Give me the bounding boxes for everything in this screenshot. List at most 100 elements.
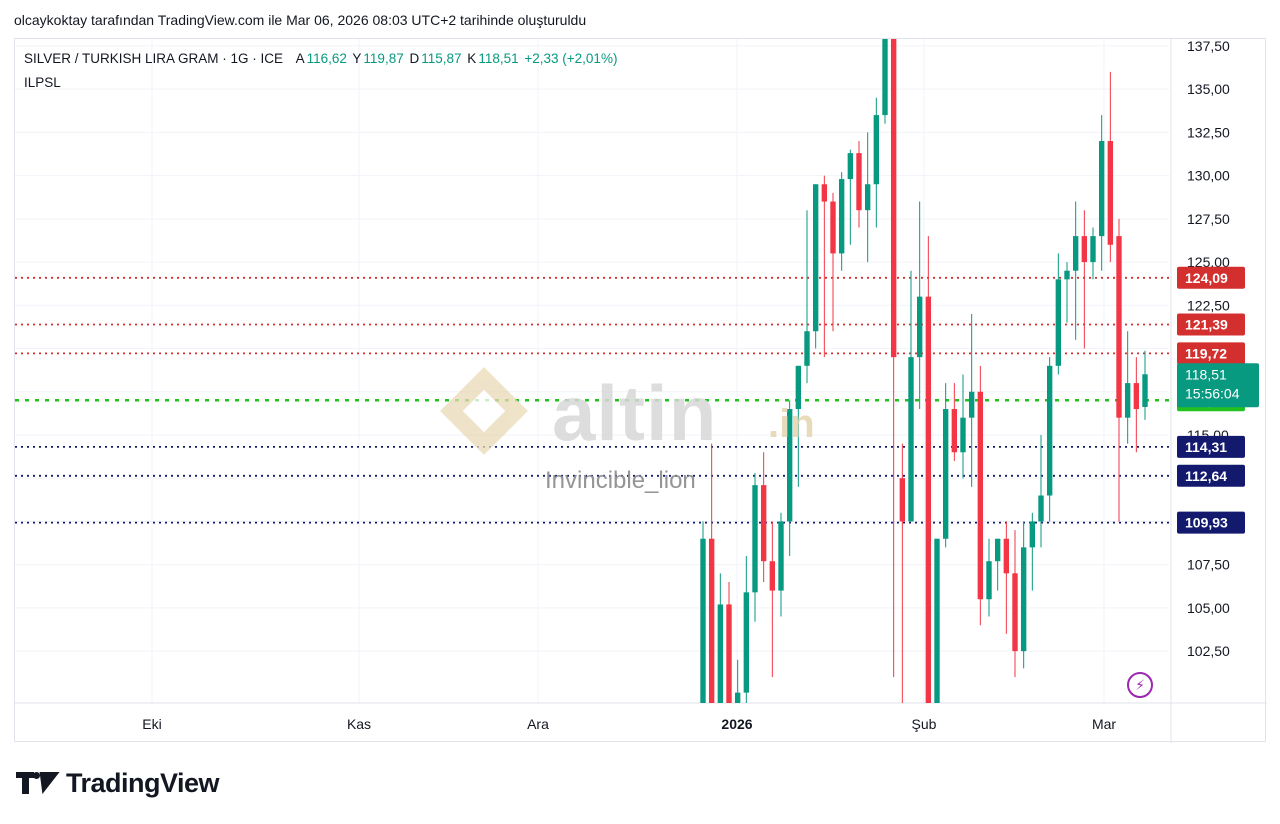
candle — [838, 172, 845, 271]
level-price-tag — [1177, 511, 1245, 534]
candle-body — [1098, 141, 1105, 237]
candle-body — [1072, 236, 1079, 271]
last-price-label: 118,51 — [1185, 366, 1227, 382]
candle-body — [769, 561, 776, 591]
candle-body — [700, 538, 706, 703]
candle — [864, 132, 871, 263]
candle-body — [743, 592, 750, 693]
horizontal-levels — [15, 276, 1169, 524]
candle — [830, 192, 836, 332]
time-axis: Eki Kas Ara 2026 Şub Mar — [142, 716, 1116, 732]
candle — [1090, 227, 1096, 280]
candle-body — [795, 365, 802, 410]
indicator-name[interactable]: ILPSL — [24, 75, 61, 90]
candle — [1003, 521, 1010, 634]
lightning-icon[interactable]: ⚡ — [1127, 672, 1153, 698]
symbol-title[interactable]: SILVER / TURKISH LIRA GRAM · 1G · ICE — [24, 51, 284, 66]
candle-body — [812, 184, 819, 332]
last-price-tag — [1177, 363, 1259, 408]
candle-body — [1055, 279, 1062, 366]
candle — [908, 270, 914, 522]
candle-body — [899, 478, 906, 522]
high-value: 119,87 — [363, 51, 404, 66]
candle — [934, 538, 940, 703]
y-tick-label: 125,00 — [1187, 254, 1230, 270]
open-value: 116,62 — [306, 51, 347, 66]
candle-body — [838, 179, 845, 254]
candle — [1064, 262, 1070, 323]
candle — [873, 97, 880, 228]
candle — [743, 556, 750, 703]
candle-body — [778, 521, 784, 591]
candle-body — [856, 153, 862, 211]
y-tick-label: 135,00 — [1187, 81, 1230, 97]
candle — [769, 521, 776, 678]
author-watermark: Invincible_lion — [545, 467, 696, 494]
level-price-tag — [1177, 342, 1245, 365]
candle — [786, 400, 793, 557]
candle — [890, 39, 897, 678]
x-tick-label: Şub — [912, 716, 937, 732]
candle-body — [760, 485, 767, 562]
candle-body — [986, 561, 992, 600]
candle-body — [951, 409, 958, 453]
candle — [1055, 253, 1062, 375]
candle-body — [1124, 383, 1131, 418]
y-tick-label: 132,50 — [1187, 124, 1230, 140]
candle-body — [1064, 270, 1070, 280]
candle — [804, 210, 810, 384]
candle-body — [717, 604, 724, 703]
level-price-tag — [1177, 266, 1245, 289]
candle — [1012, 530, 1018, 678]
chart-frame[interactable]: 137,50 135,00 132,50 130,00 127,50 125,00 122,… — [14, 38, 1267, 743]
candle-body — [804, 331, 810, 366]
level-price-tag — [1177, 435, 1245, 458]
low-value: 115,87 — [421, 51, 462, 66]
brand-name: TradingView — [66, 767, 220, 798]
candle — [1038, 434, 1044, 548]
grid — [15, 39, 1267, 743]
candle — [717, 573, 724, 703]
chart-caption: olcaykoktay tarafından TradingView.com i… — [14, 12, 587, 28]
candle-body — [1133, 383, 1140, 410]
candle-body — [1081, 236, 1088, 263]
candle-body — [1090, 236, 1096, 263]
candle-body — [1020, 547, 1027, 652]
open-label: A — [295, 51, 305, 66]
candle — [899, 443, 906, 703]
candle-body — [1003, 538, 1010, 574]
y-tick-label: 137,50 — [1187, 39, 1230, 54]
candle-body — [925, 296, 932, 703]
tradingview-logo-icon — [16, 770, 60, 796]
level-price-label: 114,31 — [1185, 439, 1227, 455]
candle — [986, 538, 992, 617]
close-label: K — [467, 51, 477, 66]
candle-body — [942, 409, 949, 539]
candlestick-chart[interactable]: 137,50 135,00 132,50 130,00 127,50 125,00 122,… — [15, 39, 1267, 743]
candle — [726, 581, 732, 703]
low-label: D — [409, 51, 420, 66]
candle — [960, 374, 966, 479]
candle-body — [916, 296, 923, 358]
candle — [951, 383, 958, 461]
candle — [812, 184, 819, 349]
candle-body — [934, 538, 940, 703]
candle-body — [908, 357, 914, 522]
y-tick-label: 105,00 — [1187, 600, 1230, 616]
candle — [856, 141, 862, 228]
candle-body — [882, 39, 888, 116]
candle — [1029, 512, 1036, 591]
candle-body — [1038, 495, 1044, 522]
candle-body — [752, 485, 758, 593]
candle-body — [1107, 141, 1114, 245]
price-axis: 137,50 135,00 132,50 130,00 127,50 125,00 122,… — [1187, 39, 1230, 659]
candle-body — [960, 417, 966, 453]
candles — [700, 39, 1148, 703]
candle — [847, 149, 854, 245]
candle — [1072, 201, 1079, 340]
candle — [1133, 357, 1140, 453]
change-value: +2,33 (+2,01%) — [524, 51, 618, 66]
candle-body — [1116, 236, 1122, 418]
candle — [795, 365, 802, 487]
candle — [778, 512, 784, 617]
